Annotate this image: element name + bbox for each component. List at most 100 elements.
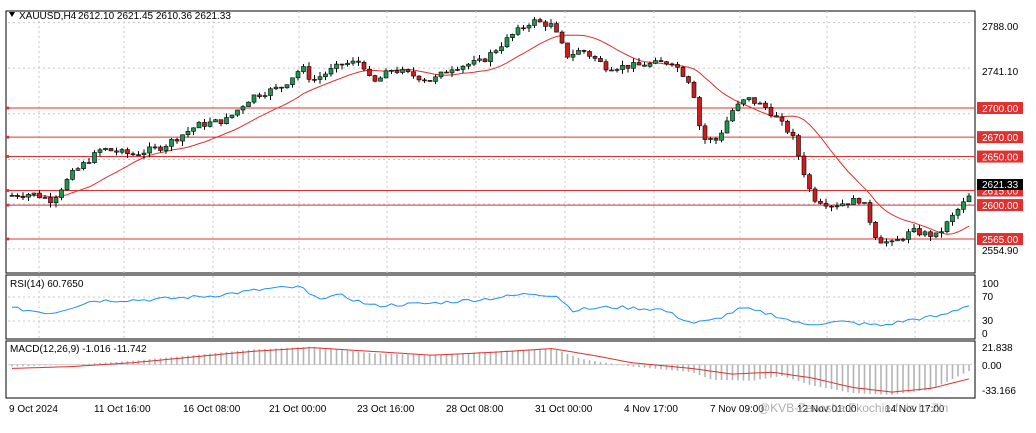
candle[interactable] [658, 60, 664, 62]
candle[interactable] [521, 27, 526, 30]
candle[interactable] [741, 99, 746, 105]
candle[interactable] [559, 31, 565, 44]
candle[interactable] [229, 114, 235, 118]
candle[interactable] [493, 50, 499, 53]
candle[interactable] [317, 76, 323, 80]
level-anchor[interactable] [6, 135, 10, 139]
level-tag[interactable] [977, 199, 1023, 212]
candle[interactable] [218, 119, 224, 124]
candle[interactable] [427, 80, 433, 82]
candle[interactable] [669, 63, 675, 66]
candle[interactable] [631, 62, 636, 69]
candle[interactable] [488, 52, 493, 62]
candle[interactable] [251, 94, 257, 103]
candle[interactable] [262, 95, 268, 97]
candle[interactable] [757, 102, 763, 105]
candle[interactable] [785, 120, 790, 133]
candle[interactable] [697, 97, 702, 127]
candle[interactable] [884, 241, 889, 244]
candle[interactable] [895, 238, 900, 242]
level-tags[interactable]: 2700.00 2670.00 2650.00 2615.00 2600.00 2565.… [977, 102, 1023, 246]
candle[interactable] [136, 154, 141, 156]
candle[interactable] [389, 70, 394, 72]
candle[interactable] [625, 64, 631, 69]
candle[interactable] [455, 69, 460, 71]
candle[interactable] [779, 116, 785, 122]
candle[interactable] [185, 130, 191, 136]
candle[interactable] [31, 192, 37, 195]
candle[interactable] [141, 152, 147, 156]
candle[interactable] [345, 62, 350, 66]
candle[interactable] [950, 214, 955, 223]
candle[interactable] [59, 189, 64, 198]
candle[interactable] [290, 77, 295, 85]
candle[interactable] [840, 203, 845, 207]
candle[interactable] [323, 73, 328, 78]
candle[interactable] [125, 149, 130, 155]
candle[interactable] [515, 27, 521, 35]
candle[interactable] [108, 148, 114, 152]
candle[interactable] [576, 50, 581, 55]
candle[interactable] [130, 153, 136, 156]
level-anchor[interactable] [6, 237, 10, 241]
candle[interactable] [339, 63, 345, 66]
candle[interactable] [510, 34, 515, 38]
candle[interactable] [686, 76, 691, 83]
rsi-panel[interactable]: RSI(14) 60.7650 100 70 30 0 [5, 274, 999, 340]
candle[interactable] [334, 63, 339, 69]
candle[interactable] [378, 77, 383, 82]
candle[interactable] [944, 221, 950, 233]
candle[interactable] [394, 70, 400, 73]
candle[interactable] [471, 60, 477, 65]
candle[interactable] [268, 88, 273, 96]
candle[interactable] [636, 62, 642, 66]
candle[interactable] [598, 58, 603, 62]
candle[interactable] [235, 109, 240, 116]
candle[interactable] [301, 66, 306, 72]
candle[interactable] [174, 139, 180, 142]
candle[interactable] [526, 25, 532, 29]
candle[interactable] [26, 194, 31, 198]
candle[interactable] [807, 174, 812, 190]
candle[interactable] [906, 231, 911, 240]
macd-panel[interactable]: MACD(12,26,9) -1.016 -11.742 21.838 0.00… [5, 340, 1016, 399]
candle[interactable] [477, 58, 482, 61]
level-anchor[interactable] [6, 189, 10, 193]
candle[interactable] [763, 102, 768, 108]
candle[interactable] [405, 69, 411, 72]
candle[interactable] [15, 195, 20, 197]
candle[interactable] [713, 138, 719, 141]
candle[interactable] [70, 170, 75, 180]
candle[interactable] [147, 146, 152, 154]
candle[interactable] [873, 222, 878, 238]
candle[interactable] [367, 68, 372, 76]
collapse-triangle-icon[interactable] [9, 12, 15, 17]
candle[interactable] [356, 60, 361, 63]
candle[interactable] [675, 64, 680, 68]
candle[interactable] [20, 196, 26, 198]
candle[interactable] [961, 201, 966, 210]
candle[interactable] [647, 63, 653, 67]
candle[interactable] [587, 51, 592, 57]
candle[interactable] [614, 69, 620, 71]
candle[interactable] [537, 19, 543, 23]
candle[interactable] [889, 240, 895, 243]
candle[interactable] [878, 237, 884, 244]
candle[interactable] [246, 101, 251, 107]
candle[interactable] [955, 209, 961, 216]
candle[interactable] [350, 60, 356, 64]
candle[interactable] [790, 131, 796, 136]
candle[interactable] [581, 50, 587, 52]
candle[interactable] [565, 42, 570, 58]
candle[interactable] [823, 203, 829, 207]
candle[interactable] [86, 162, 92, 164]
candle[interactable] [801, 155, 807, 176]
candle[interactable] [9, 195, 15, 197]
level-tag[interactable] [977, 150, 1023, 163]
candle[interactable] [917, 228, 922, 236]
candle[interactable] [653, 60, 658, 64]
candle[interactable] [207, 121, 213, 127]
level-tag[interactable] [977, 233, 1023, 246]
candle[interactable] [224, 117, 229, 124]
